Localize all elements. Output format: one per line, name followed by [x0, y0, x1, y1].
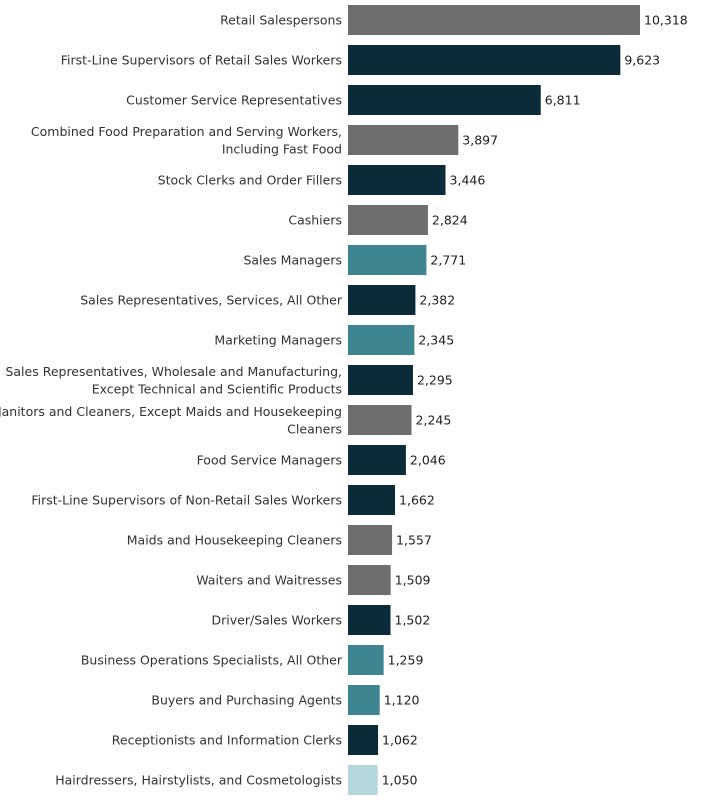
category-label-line: First-Line Supervisors of Retail Sales W…	[61, 53, 342, 68]
category-label: Sales Representatives, Wholesale and Man…	[5, 364, 342, 397]
bar-3[interactable]	[348, 125, 459, 155]
category-label-line: Cleaners	[287, 421, 342, 436]
bar-1[interactable]	[348, 45, 621, 75]
category-label: Combined Food Preparation and Serving Wo…	[31, 124, 342, 157]
bar-15[interactable]	[348, 605, 391, 635]
category-label-line: Buyers and Purchasing Agents	[151, 693, 342, 708]
bar-11[interactable]	[348, 445, 406, 475]
bar-6[interactable]	[348, 245, 427, 275]
category-label-line: Marketing Managers	[214, 333, 342, 348]
value-label: 1,050	[382, 773, 418, 788]
category-label-line: Cashiers	[288, 213, 342, 228]
category-label: Hairdressers, Hairstylists, and Cosmetol…	[55, 773, 342, 788]
bar-12[interactable]	[348, 485, 396, 515]
value-label: 2,345	[418, 333, 454, 348]
value-label: 1,662	[399, 493, 435, 508]
value-label: 2,771	[430, 253, 466, 268]
category-label-line: Customer Service Representatives	[126, 93, 342, 108]
category-label-line: Including Fast Food	[222, 141, 342, 156]
value-label: 1,062	[382, 733, 418, 748]
category-label-line: Waiters and Waitresses	[196, 573, 342, 588]
category-label: Buyers and Purchasing Agents	[151, 693, 342, 708]
category-label: Marketing Managers	[214, 333, 342, 348]
category-label: First-Line Supervisors of Non-Retail Sal…	[31, 493, 342, 508]
category-label-line: Stock Clerks and Order Fillers	[158, 173, 342, 188]
category-label-line: Maids and Housekeeping Cleaners	[127, 533, 342, 548]
bar-2[interactable]	[348, 85, 541, 115]
bar-13[interactable]	[348, 525, 393, 555]
value-label: 2,245	[416, 413, 452, 428]
category-label: Cashiers	[288, 213, 342, 228]
bar-4[interactable]	[348, 165, 446, 195]
value-label: 9,623	[624, 53, 660, 68]
category-label: Stock Clerks and Order Fillers	[158, 173, 342, 188]
category-label: Sales Representatives, Services, All Oth…	[80, 293, 343, 308]
value-label: 1,557	[396, 533, 432, 548]
value-label: 2,824	[432, 213, 468, 228]
category-label-line: Sales Representatives, Services, All Oth…	[80, 293, 343, 308]
category-label: Waiters and Waitresses	[196, 573, 342, 588]
bar-9[interactable]	[348, 365, 413, 395]
value-label: 3,897	[462, 133, 498, 148]
category-label: Customer Service Representatives	[126, 93, 342, 108]
bar-0[interactable]	[348, 5, 640, 35]
bar-19[interactable]	[348, 765, 378, 795]
category-label-line: Business Operations Specialists, All Oth…	[81, 653, 343, 668]
value-label: 1,120	[384, 693, 420, 708]
category-label: Maids and Housekeeping Cleaners	[127, 533, 342, 548]
category-label-line: Janitors and Cleaners, Except Maids and …	[0, 404, 342, 419]
bar-16[interactable]	[348, 645, 384, 675]
category-label: Janitors and Cleaners, Except Maids and …	[0, 404, 342, 437]
value-label: 10,318	[644, 13, 688, 28]
category-label-line: Except Technical and Scientific Products	[92, 381, 342, 396]
bar-18[interactable]	[348, 725, 379, 755]
value-label: 6,811	[545, 93, 581, 108]
category-label: Food Service Managers	[197, 453, 342, 468]
category-label-line: First-Line Supervisors of Non-Retail Sal…	[31, 493, 342, 508]
category-label: Driver/Sales Workers	[212, 613, 342, 628]
category-label-line: Sales Representatives, Wholesale and Man…	[5, 364, 342, 379]
value-label: 1,502	[395, 613, 431, 628]
bar-17[interactable]	[348, 685, 380, 715]
category-label-line: Food Service Managers	[197, 453, 342, 468]
category-label: Receptionists and Information Clerks	[112, 733, 342, 748]
category-label: Business Operations Specialists, All Oth…	[81, 653, 343, 668]
value-label: 1,259	[388, 653, 424, 668]
category-label-line: Retail Salespersons	[220, 13, 342, 28]
category-label-line: Combined Food Preparation and Serving Wo…	[31, 124, 342, 139]
category-label-line: Sales Managers	[243, 253, 342, 268]
bar-10[interactable]	[348, 405, 412, 435]
bar-14[interactable]	[348, 565, 391, 595]
category-label-line: Receptionists and Information Clerks	[112, 733, 342, 748]
bar-8[interactable]	[348, 325, 415, 355]
bar-5[interactable]	[348, 205, 428, 235]
category-label-line: Driver/Sales Workers	[212, 613, 342, 628]
category-label: Sales Managers	[243, 253, 342, 268]
value-label: 2,046	[410, 453, 446, 468]
value-label: 2,295	[417, 373, 453, 388]
value-label: 2,382	[419, 293, 455, 308]
value-label: 1,509	[395, 573, 431, 588]
category-label: First-Line Supervisors of Retail Sales W…	[61, 53, 342, 68]
category-label: Retail Salespersons	[220, 13, 342, 28]
value-label: 3,446	[450, 173, 486, 188]
bar-7[interactable]	[348, 285, 416, 315]
category-label-line: Hairdressers, Hairstylists, and Cosmetol…	[55, 773, 342, 788]
